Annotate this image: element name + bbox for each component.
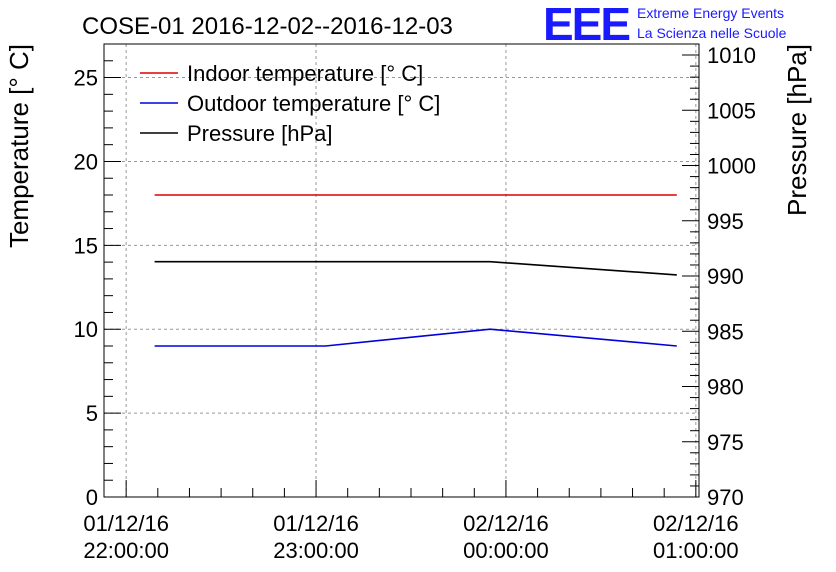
y-left-tick-label: 25 [74,66,98,91]
x-tick-label-date: 02/12/16 [463,511,549,536]
y-left-tick-label: 0 [86,485,98,510]
legend-label-2: Pressure [hPa] [187,121,333,146]
y-left-tick-label: 20 [74,149,98,174]
x-tick-label-time: 01:00:00 [653,538,739,563]
series-group [154,194,677,347]
y-left-tick-label: 10 [74,317,98,342]
y-right-tick-label: 990 [707,264,744,289]
y-right-tick-label: 970 [707,485,744,510]
x-tick-label-time: 23:00:00 [273,538,359,563]
y-right-tick-label: 1000 [707,154,756,179]
legend-label-0: Indoor temperature [° C] [187,61,423,86]
x-tick-label-date: 01/12/16 [83,511,169,536]
series-line-1 [154,328,677,347]
y-axis-left-title: Temperature [° C] [4,44,34,248]
y-axis-right-title: Pressure [hPa] [782,44,812,216]
x-tick-label-date: 01/12/16 [273,511,359,536]
y-left-tick-label: 15 [74,233,98,258]
x-tick-label-date: 02/12/16 [653,511,739,536]
legend-label-1: Outdoor temperature [° C] [187,91,440,116]
chart-title: COSE-01 2016-12-02--2016-12-03 [82,13,453,40]
x-tick-label-time: 00:00:00 [463,538,549,563]
y-right-tick-label: 985 [707,319,744,344]
y-left-tick-label: 5 [86,401,98,426]
y-axis-left: 0 5 10 15 20 25 [74,43,121,510]
eee-logo-mark: EEE [543,0,629,50]
y-right-tick-label: 1010 [707,43,756,68]
y-right-tick-label: 980 [707,375,744,400]
x-axis: 01/12/1622:00:0001/12/1623:00:0002/12/16… [83,480,739,563]
x-tick-label-time: 22:00:00 [83,538,169,563]
plot-frame [103,43,700,498]
eee-logo-line2: La Scienza nelle Scuole [637,25,787,41]
legend: Indoor temperature [° C] Outdoor temperat… [140,61,440,146]
eee-logo: EEE Extreme Energy Events La Scienza nel… [543,0,787,50]
y-axis-right: 970 975 980 985 990 995 1000 1005 1010 [682,43,756,510]
series-line-2 [154,260,677,276]
eee-logo-line1: Extreme Energy Events [637,5,784,21]
y-right-tick-label: 1005 [707,98,756,123]
y-right-tick-label: 975 [707,430,744,455]
y-right-tick-label: 995 [707,209,744,234]
